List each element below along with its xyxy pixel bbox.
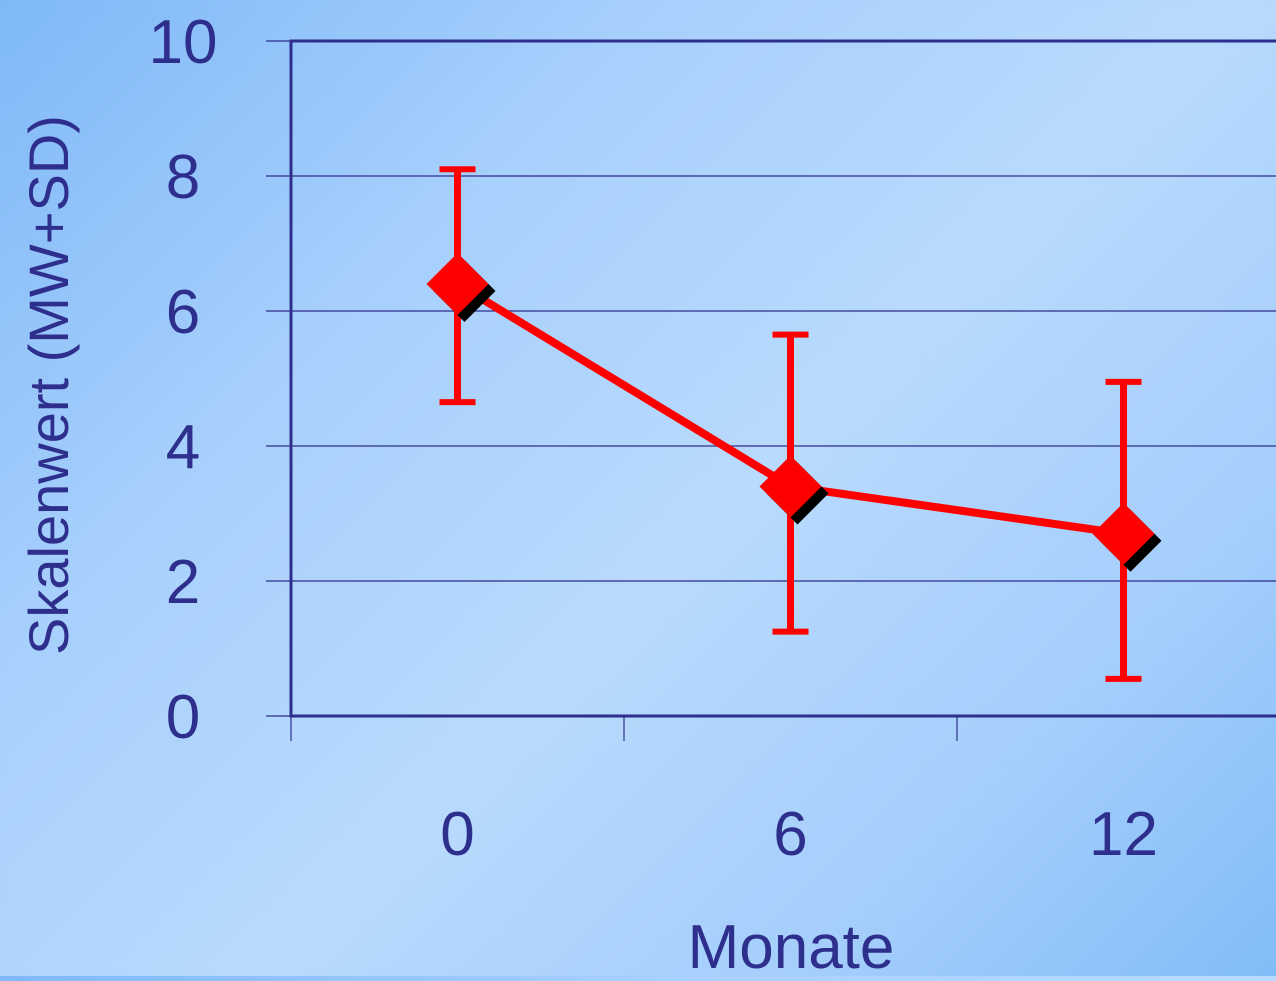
data-point: [426, 253, 489, 315]
axes: [266, 39, 1276, 741]
plot-frame: [289, 39, 1276, 718]
y-tick-label: 4: [166, 413, 200, 482]
y-tick-label: 8: [166, 143, 200, 212]
y-tick-label: 2: [166, 548, 200, 617]
data-point: [1092, 502, 1155, 565]
y-tick-labels: 0 2 4 6 8 10: [149, 8, 218, 752]
x-axis-label: Monate: [688, 913, 895, 976]
x-tick-label: 0: [440, 800, 474, 869]
y-tick-label: 6: [166, 278, 200, 347]
y-tick-label: 0: [166, 683, 200, 752]
y-tick-label: 10: [149, 8, 218, 77]
series: [426, 166, 1162, 682]
x-tick-label: 12: [1089, 800, 1158, 869]
data-point: [759, 455, 822, 518]
y-axis-label: Skalenwert (MW+SD): [17, 115, 80, 655]
x-tick-labels: 0 6 12: [440, 800, 1158, 869]
x-tick-label: 6: [773, 800, 807, 869]
